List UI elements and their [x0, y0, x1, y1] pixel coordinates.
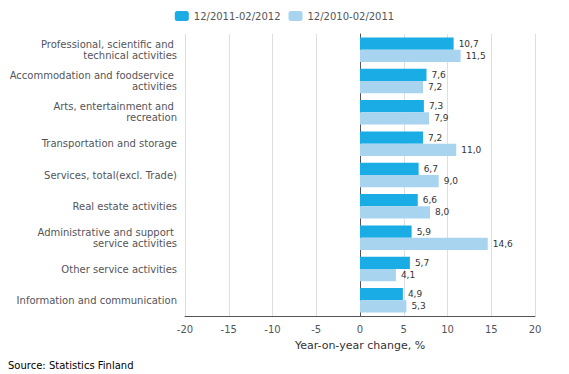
svg-text:10,7: 10,7 — [459, 39, 479, 49]
svg-text:Real estate activities: Real estate activities — [73, 201, 177, 212]
svg-text:8,0: 8,0 — [435, 207, 450, 217]
svg-text:5,7: 5,7 — [415, 258, 429, 268]
svg-text:-5: -5 — [311, 324, 321, 335]
svg-text:6,6: 6,6 — [423, 195, 438, 205]
svg-text:7,9: 7,9 — [434, 113, 449, 123]
svg-text:7,3: 7,3 — [429, 101, 443, 111]
svg-text:5,3: 5,3 — [411, 301, 425, 311]
svg-text:recreation: recreation — [126, 112, 177, 123]
svg-text:Professional, scientific and: Professional, scientific and — [41, 39, 177, 50]
svg-text:11,5: 11,5 — [466, 51, 486, 61]
svg-text:7,6: 7,6 — [432, 70, 447, 80]
svg-text:service activities: service activities — [93, 238, 177, 249]
svg-text:4,1: 4,1 — [401, 270, 415, 280]
svg-text:Transportation and storage: Transportation and storage — [41, 138, 177, 149]
svg-text:7,2: 7,2 — [428, 82, 442, 92]
svg-text:20: 20 — [529, 324, 542, 335]
svg-text:7,2: 7,2 — [428, 133, 442, 143]
svg-text:activities: activities — [132, 81, 177, 92]
svg-text:Source: Statistics Finland: Source: Statistics Finland — [8, 360, 134, 371]
svg-text:Information and communication: Information and communication — [17, 295, 177, 306]
svg-text:-10: -10 — [264, 324, 280, 335]
svg-text:Other service activities: Other service activities — [61, 264, 177, 275]
svg-text:10: 10 — [441, 324, 454, 335]
svg-text:Administrative and support: Administrative and support — [37, 227, 177, 238]
svg-text:Arts, entertainment and: Arts, entertainment and — [53, 101, 177, 112]
svg-text:5: 5 — [401, 324, 407, 335]
svg-text:12/2010-02/2011: 12/2010-02/2011 — [308, 11, 395, 22]
svg-text:technical activities: technical activities — [83, 50, 177, 61]
svg-text:Accommodation and foodservice: Accommodation and foodservice — [10, 70, 177, 81]
svg-text:14,6: 14,6 — [493, 239, 513, 249]
svg-text:11,0: 11,0 — [461, 145, 481, 155]
svg-text:5,9: 5,9 — [417, 227, 432, 237]
svg-text:-20: -20 — [177, 324, 193, 335]
svg-text:-15: -15 — [221, 324, 237, 335]
svg-text:Year-on-year change, %: Year-on-year change, % — [294, 339, 425, 352]
svg-text:12/2011-02/2012: 12/2011-02/2012 — [194, 11, 281, 22]
svg-text:9,0: 9,0 — [444, 176, 459, 186]
svg-text:Services, total(excl. Trade): Services, total(excl. Trade) — [44, 170, 177, 181]
svg-text:15: 15 — [485, 324, 498, 335]
svg-text:4,9: 4,9 — [408, 289, 423, 299]
svg-text:0: 0 — [357, 324, 363, 335]
svg-text:6,7: 6,7 — [424, 164, 438, 174]
